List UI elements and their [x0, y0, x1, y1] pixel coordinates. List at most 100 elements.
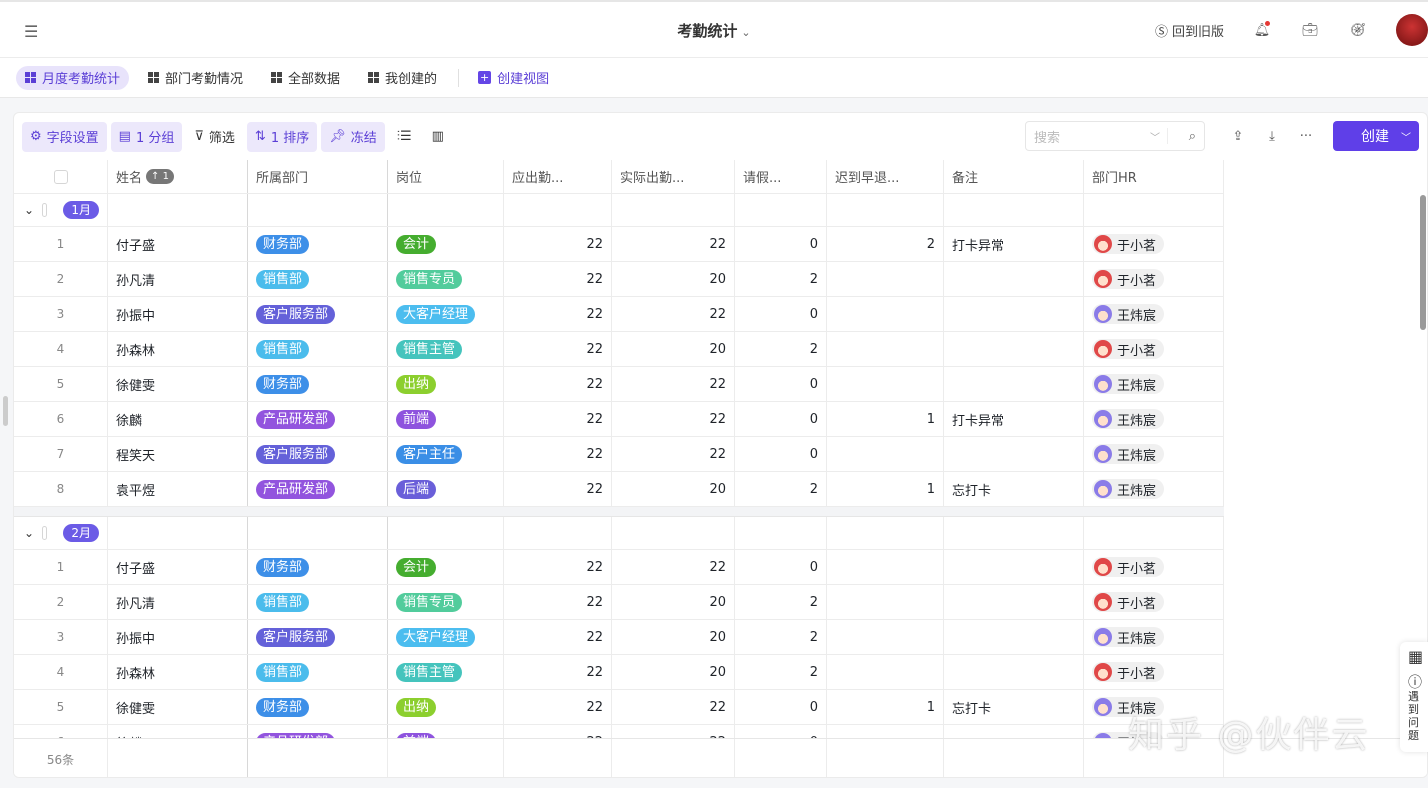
row-height-button[interactable]: ⫶☰ [389, 122, 420, 152]
name-cell[interactable]: 孙森林 [108, 655, 248, 689]
column-header[interactable]: 实际出勤... [612, 160, 735, 193]
view-tab[interactable]: 月度考勤统计 [16, 65, 130, 90]
note-cell[interactable] [944, 332, 1084, 366]
collapse-chevron-icon[interactable]: ⌄ [24, 526, 35, 540]
table-row[interactable]: 2 孙凡清 销售部 销售专员 22 20 2 于小茗 [14, 262, 1224, 297]
column-header[interactable]: 所属部门 [248, 160, 388, 193]
user-avatar[interactable] [1396, 14, 1428, 46]
leave-cell[interactable]: 0 [735, 437, 827, 471]
name-cell[interactable]: 孙凡清 [108, 262, 248, 296]
late-cell[interactable]: 1 [827, 690, 944, 724]
late-cell[interactable] [827, 655, 944, 689]
briefcase-icon[interactable]: 💼︎ [1301, 22, 1319, 38]
group-checkbox[interactable] [42, 526, 48, 540]
note-cell[interactable] [944, 437, 1084, 471]
position-cell[interactable]: 出纳 [388, 367, 504, 401]
position-cell[interactable]: 大客户经理 [388, 620, 504, 654]
leave-cell[interactable]: 0 [735, 690, 827, 724]
compass-icon[interactable]: 🧭︎ [1349, 22, 1367, 38]
position-cell[interactable]: 销售专员 [388, 262, 504, 296]
leave-cell[interactable]: 0 [735, 725, 827, 738]
vertical-scrollbar[interactable] [1420, 195, 1426, 330]
late-cell[interactable]: 2 [827, 227, 944, 261]
hr-cell[interactable]: 王炜宸 [1084, 690, 1224, 724]
actual-days-cell[interactable]: 20 [612, 585, 735, 619]
leave-cell[interactable]: 2 [735, 585, 827, 619]
leave-cell[interactable]: 0 [735, 402, 827, 436]
table-row[interactable]: 1 付子盛 财务部 会计 22 22 0 2 打卡异常 于小茗 [14, 227, 1224, 262]
due-days-cell[interactable]: 22 [504, 725, 612, 738]
search-icon[interactable]: ⌕ [1188, 128, 1196, 144]
chart-button[interactable]: ▥ [424, 122, 452, 152]
due-days-cell[interactable]: 22 [504, 402, 612, 436]
hr-cell[interactable]: 王炜宸 [1084, 620, 1224, 654]
hr-cell[interactable]: 王炜宸 [1084, 472, 1224, 506]
late-cell[interactable] [827, 367, 944, 401]
hr-cell[interactable]: 于小茗 [1084, 227, 1224, 261]
late-cell[interactable] [827, 585, 944, 619]
leave-cell[interactable]: 0 [735, 297, 827, 331]
late-cell[interactable] [827, 550, 944, 584]
table-row[interactable]: 4 孙森林 销售部 销售主管 22 20 2 于小茗 [14, 655, 1224, 690]
page-title[interactable]: 考勤统计 ⌄ [677, 22, 751, 40]
group-checkbox[interactable] [42, 203, 48, 217]
table-row[interactable]: 6 徐麟 产品研发部 前端 22 22 0 王炜宸 [14, 725, 1224, 738]
dept-cell[interactable]: 客户服务部 [248, 620, 388, 654]
note-cell[interactable]: 忘打卡 [944, 690, 1084, 724]
note-cell[interactable] [944, 585, 1084, 619]
column-header[interactable]: 姓名 ↑ 1 [108, 160, 248, 193]
actual-days-cell[interactable]: 22 [612, 550, 735, 584]
actual-days-cell[interactable]: 22 [612, 725, 735, 738]
actual-days-cell[interactable]: 20 [612, 620, 735, 654]
dept-cell[interactable]: 财务部 [248, 227, 388, 261]
hr-cell[interactable]: 于小茗 [1084, 550, 1224, 584]
select-all-checkbox[interactable] [53, 169, 68, 184]
actual-days-cell[interactable]: 22 [612, 367, 735, 401]
position-cell[interactable]: 前端 [388, 725, 504, 738]
position-cell[interactable]: 销售主管 [388, 332, 504, 366]
leave-cell[interactable]: 2 [735, 262, 827, 296]
table-row[interactable]: 8 袁平煜 产品研发部 后端 22 20 2 1 忘打卡 王炜宸 [14, 472, 1224, 507]
name-cell[interactable]: 徐麟 [108, 725, 248, 738]
note-cell[interactable] [944, 367, 1084, 401]
create-button[interactable]: 创建 ﹀ [1333, 121, 1419, 151]
chevron-down-icon[interactable]: ﹀ [1401, 132, 1411, 144]
position-cell[interactable]: 会计 [388, 227, 504, 261]
dept-cell[interactable]: 客户服务部 [248, 297, 388, 331]
column-header[interactable]: 应出勤... [504, 160, 612, 193]
due-days-cell[interactable]: 22 [504, 472, 612, 506]
name-cell[interactable]: 徐麟 [108, 402, 248, 436]
leave-cell[interactable]: 2 [735, 472, 827, 506]
hr-cell[interactable]: 王炜宸 [1084, 297, 1224, 331]
dept-cell[interactable]: 产品研发部 [248, 472, 388, 506]
leave-cell[interactable]: 0 [735, 367, 827, 401]
dept-cell[interactable]: 财务部 [248, 367, 388, 401]
late-cell[interactable] [827, 725, 944, 738]
late-cell[interactable] [827, 262, 944, 296]
note-cell[interactable] [944, 725, 1084, 738]
download-icon[interactable]: ⤓ [1269, 128, 1275, 144]
due-days-cell[interactable]: 22 [504, 227, 612, 261]
late-cell[interactable]: 1 [827, 402, 944, 436]
actual-days-cell[interactable]: 22 [612, 297, 735, 331]
due-days-cell[interactable]: 22 [504, 437, 612, 471]
field-settings-button[interactable]: ⚙ 字段设置 [22, 121, 107, 152]
bell-icon[interactable]: 🔔︎ [1253, 21, 1271, 38]
column-header[interactable]: 迟到早退... [827, 160, 944, 193]
column-header[interactable]: 备注 [944, 160, 1084, 193]
menu-icon[interactable]: ☰ [24, 22, 39, 41]
dept-cell[interactable]: 销售部 [248, 262, 388, 296]
filter-button[interactable]: ⊽ 筛选 [194, 129, 235, 146]
due-days-cell[interactable]: 22 [504, 690, 612, 724]
position-cell[interactable]: 出纳 [388, 690, 504, 724]
column-header[interactable]: 岗位 [388, 160, 504, 193]
table-row[interactable]: 5 徐健雯 财务部 出纳 22 22 0 1 忘打卡 王炜宸 [14, 690, 1224, 725]
late-cell[interactable] [827, 297, 944, 331]
late-cell[interactable] [827, 620, 944, 654]
name-cell[interactable]: 付子盛 [108, 227, 248, 261]
leave-cell[interactable]: 2 [735, 332, 827, 366]
chevron-down-icon[interactable]: ﹀ [1150, 132, 1160, 144]
due-days-cell[interactable]: 22 [504, 620, 612, 654]
name-cell[interactable]: 程笑天 [108, 437, 248, 471]
name-cell[interactable]: 徐健雯 [108, 690, 248, 724]
